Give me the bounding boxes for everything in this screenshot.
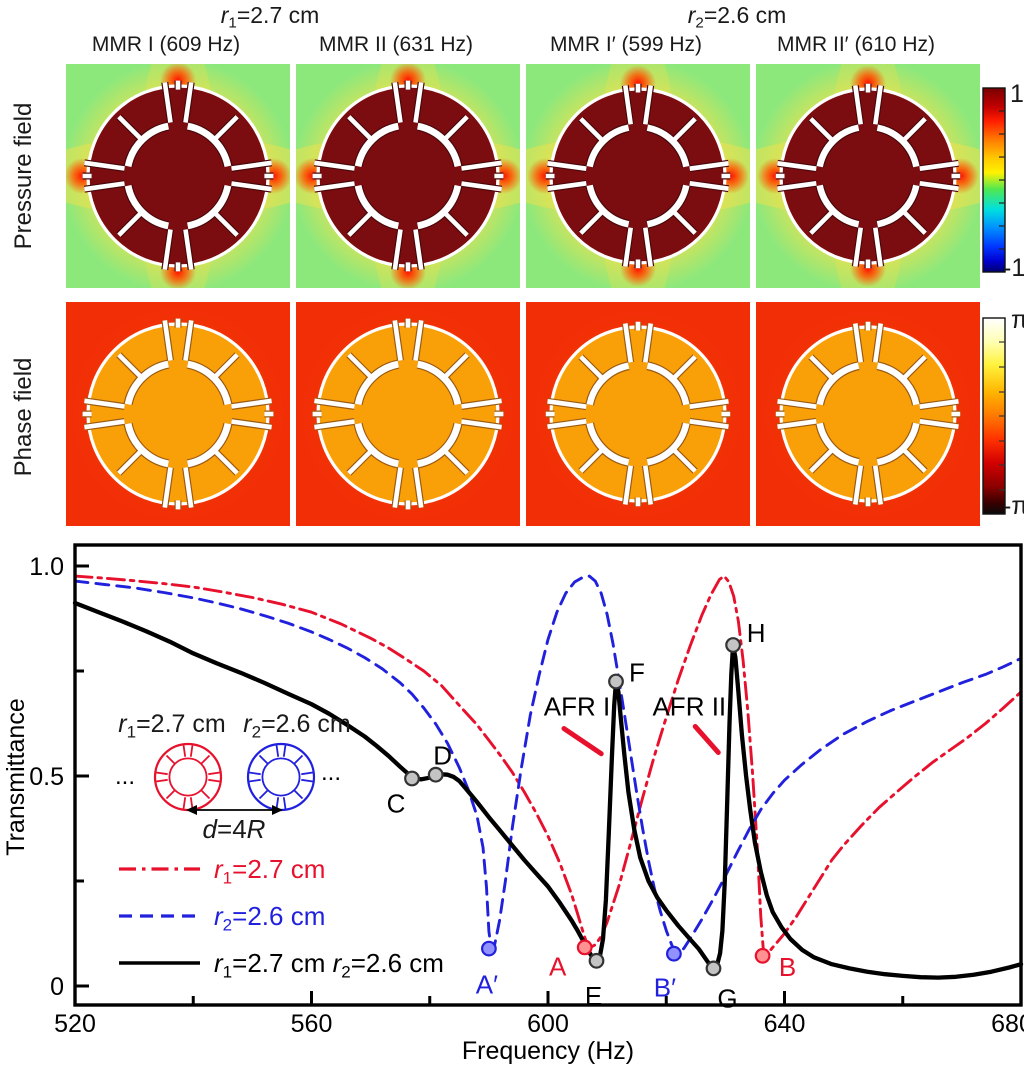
annotation-label: AFR II [652, 691, 726, 721]
x-tick-label: 520 [54, 1010, 96, 1038]
group-title-r1: r1=2.7 cm [220, 2, 320, 32]
y-tick-label: 0.5 [29, 763, 64, 791]
inset-resonator-icon [153, 742, 223, 812]
data-point-label-E: E [585, 981, 602, 1011]
svg-text:r2=2.6 cm: r2=2.6 cm [214, 901, 325, 935]
data-point-D [427, 766, 444, 783]
data-point-label-B: B [779, 952, 796, 982]
inset-dots-right: ... [321, 759, 341, 786]
svg-text:r1=2.7 cm: r1=2.7 cm [214, 854, 325, 888]
phase-colorbar-min-label: -π [1003, 492, 1024, 520]
svg-text:r2=2.6 cm: r2=2.6 cm [243, 710, 350, 742]
svg-text:r1=2.7 cm: r1=2.7 cm [118, 710, 225, 742]
row-label-phase-field: Phase field [10, 357, 37, 477]
inset-resonator-icon [246, 742, 316, 812]
panel-title-mmr-2p: MMR II′ (610 Hz) [777, 33, 935, 56]
series-curve-1 [73, 574, 1023, 955]
chart-inset: r1=2.7 cm r2=2.6 cm... ... d=4R [115, 710, 351, 844]
phase-field-panel-mmr-1 [62, 298, 294, 530]
data-point-C [404, 770, 420, 787]
x-tick-label: 680 [991, 1010, 1024, 1038]
pressure-colorbar [982, 87, 1006, 273]
phase-colorbar-ticks [999, 341, 1005, 491]
data-point-H [725, 637, 741, 653]
row-label-pressure-field: Pressure field [10, 102, 37, 250]
data-point-B [754, 947, 771, 964]
pressure-colorbar-max-label: 1 [1010, 80, 1024, 108]
phase-field-panel-mmr-2 [292, 298, 524, 530]
panel-title-mmr-1p: MMR I′ (599 Hz) [549, 33, 703, 56]
data-point-A′ [481, 940, 497, 957]
inset-dots-left: ... [115, 763, 135, 790]
data-point-A [576, 939, 593, 956]
phase-colorbar-max-label: π [1011, 306, 1024, 334]
data-point-E [588, 952, 605, 969]
y-tick-label: 1.0 [29, 553, 64, 581]
annotation-pointer [692, 723, 721, 755]
group-title-r2: r2=2.6 cm [687, 2, 787, 32]
chart-ticks [73, 564, 1023, 1005]
pressure-field-panel-mmr-2 [258, 26, 558, 326]
svg-text:r1=2.7 cm r2=2.6 cm: r1=2.7 cm r2=2.6 cm [214, 948, 444, 982]
panel-title-mmr-2: MMR II (631 Hz) [318, 33, 474, 56]
inset-distance-arrow [186, 805, 283, 815]
y-axis-label: Transmittance [2, 698, 30, 855]
data-point-label-A′: A′ [476, 970, 498, 1000]
data-point-label-D: D [433, 741, 452, 771]
x-tick-label: 560 [291, 1010, 333, 1038]
pressure-field-panel-mmr-2p [718, 26, 1018, 326]
series-curve-0 [73, 574, 1023, 958]
x-axis-label: Frequency (Hz) [462, 1037, 634, 1065]
svg-text:d=4R: d=4R [203, 814, 266, 844]
phase-colorbar [982, 317, 1006, 515]
data-point-label-A: A [549, 951, 567, 981]
panel-title-mmr-1: MMR I (609 Hz) [91, 33, 241, 56]
x-tick-label: 640 [764, 1010, 806, 1038]
pressure-field-panel-mmr-1 [28, 26, 328, 326]
chart-legend: r1=2.7 cm r2=2.6 cm r1=2.7 cm r2=2.6 cm [119, 854, 444, 982]
data-point-B′ [666, 945, 682, 962]
pressure-field-panel-mmr-1p [488, 26, 788, 326]
phase-field-panel-mmr-2p [755, 301, 981, 527]
data-point-label-C: C [387, 789, 406, 819]
transmittance-chart: 520 560 600 640 680 0 0.5 1.0 Frequency (Hz) Tran… [2, 543, 1024, 1065]
data-point-label-G: G [717, 983, 737, 1013]
data-point-G [705, 960, 722, 977]
pressure-colorbar-min-label: -1 [1003, 254, 1024, 282]
annotation-pointer [561, 726, 604, 757]
data-point-label-H: H [747, 618, 766, 648]
data-point-label-F: F [629, 658, 645, 688]
y-tick-label: 0 [50, 973, 64, 1001]
data-point-F [608, 673, 624, 690]
pressure-colorbar-ticks [999, 110, 1005, 250]
phase-field-panel-mmr-1p [525, 301, 751, 527]
x-tick-label: 600 [527, 1010, 569, 1038]
annotation-label: AFR I [544, 691, 610, 721]
data-point-label-B′: B′ [654, 973, 676, 1003]
